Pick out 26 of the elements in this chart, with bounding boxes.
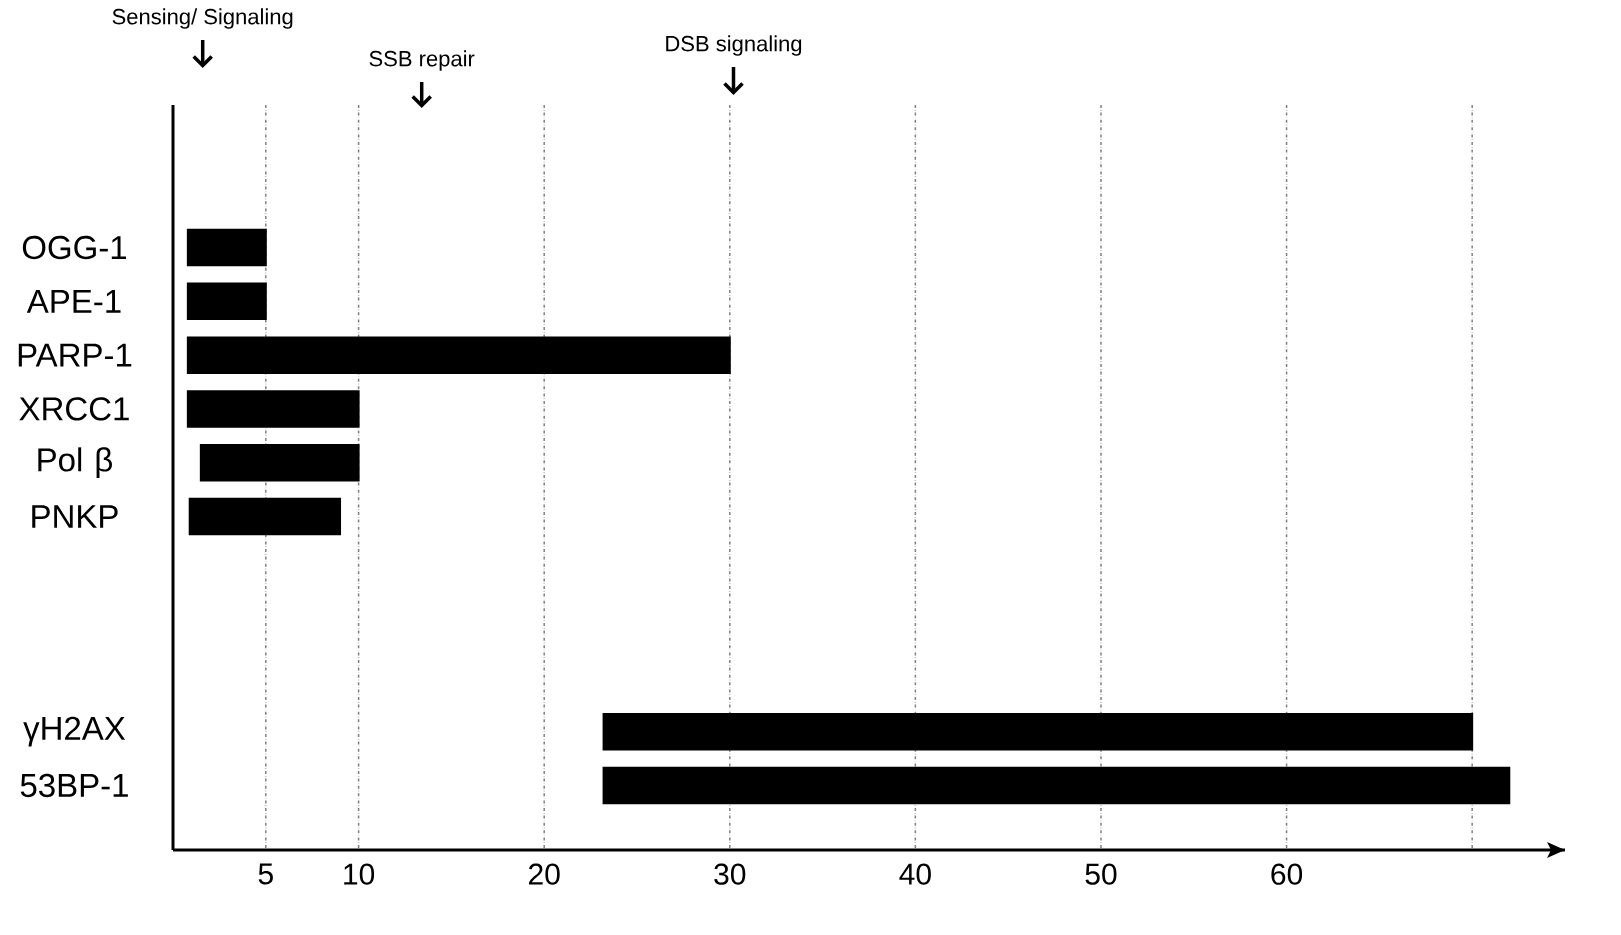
- bar: [186, 336, 731, 374]
- x-tick-label: 50: [1085, 863, 1117, 885]
- bar: [602, 766, 1511, 805]
- text: SSB repair: [369, 50, 475, 71]
- x-tick-label: 60: [1271, 863, 1303, 885]
- text: DSB signaling: [666, 35, 802, 56]
- y-tick-label: γH2AX: [23, 716, 126, 747]
- bar: [188, 497, 342, 536]
- text: Sensing/ Signaling: [112, 8, 293, 29]
- y-tick-label: PARP-1: [18, 343, 132, 367]
- y-tick-label: PNKP: [32, 505, 118, 528]
- y-tick-label: OGG-1: [22, 235, 127, 260]
- x-tick-label: 40: [899, 863, 931, 885]
- y-tick-label: APE-1: [26, 289, 121, 313]
- y-tick-label: XRCC1: [19, 397, 129, 421]
- bar: [186, 282, 267, 321]
- bar: [602, 712, 1474, 751]
- x-tick-label: 20: [529, 863, 560, 885]
- x-tick-label: 5: [258, 863, 273, 885]
- y-tick-label: 53BP-1: [20, 773, 128, 798]
- x-tick-label: 10: [344, 863, 375, 885]
- bar: [186, 228, 267, 267]
- x-tick-label: 30: [714, 863, 746, 885]
- y-tick-label: Pol β: [38, 447, 112, 479]
- bar: [186, 390, 360, 428]
- bar: [199, 443, 360, 482]
